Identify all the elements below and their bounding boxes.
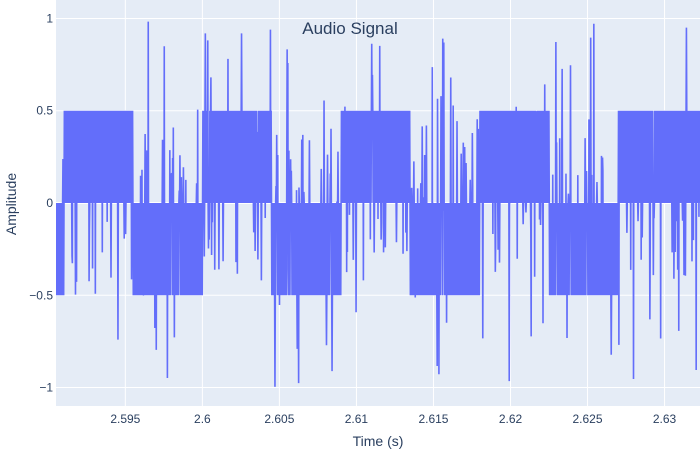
y-axis: −1 −0.5 0 0.5 1 xyxy=(29,11,53,394)
y-tick-label: −0.5 xyxy=(29,288,53,302)
x-tick-label: 2.625 xyxy=(573,412,603,426)
y-tick-label: 1 xyxy=(46,11,53,25)
y-tick-label: 0 xyxy=(46,196,53,210)
x-tick-label: 2.595 xyxy=(110,412,140,426)
x-tick-label: 2.61 xyxy=(345,412,369,426)
x-tick-label: 2.605 xyxy=(264,412,294,426)
series-group xyxy=(56,21,700,387)
series-line xyxy=(56,21,700,387)
chart-title: Audio Signal xyxy=(302,19,397,38)
y-axis-title: Amplitude xyxy=(3,173,19,235)
x-tick-label: 2.6 xyxy=(194,412,211,426)
x-tick-label: 2.63 xyxy=(653,412,677,426)
x-axis: 2.595 2.6 2.605 2.61 2.615 2.62 2.625 2.63 xyxy=(110,412,676,426)
y-tick-label: 0.5 xyxy=(36,104,53,118)
x-tick-label: 2.62 xyxy=(499,412,523,426)
x-axis-title: Time (s) xyxy=(353,433,404,449)
y-tick-label: −1 xyxy=(39,381,53,395)
x-tick-label: 2.615 xyxy=(418,412,448,426)
